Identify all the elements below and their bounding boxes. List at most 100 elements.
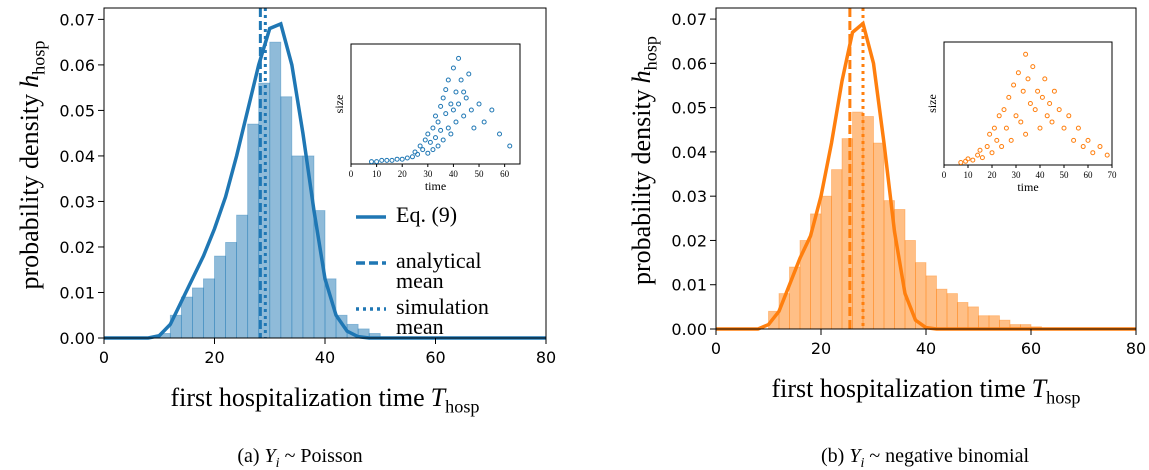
- scatter-point: [1071, 137, 1077, 143]
- scatter-point: [996, 113, 1002, 119]
- hist-bar: [957, 302, 969, 330]
- scatter-point: [1085, 137, 1091, 143]
- scatter-point: [453, 89, 459, 95]
- scatter-point: [453, 119, 459, 125]
- scatter-point: [1027, 101, 1033, 106]
- scatter-point: [1006, 94, 1012, 100]
- inset-x-tick-label: 20: [398, 169, 408, 179]
- hist-bar: [269, 41, 282, 339]
- scatter-point: [977, 147, 983, 153]
- axis-label: probability density hhosp: [15, 40, 49, 289]
- y-tick-label: 0.02: [671, 231, 707, 250]
- scatter-point: [425, 131, 431, 137]
- scatter-point: [1018, 119, 1024, 125]
- inset-x-tick-label: 70: [1108, 170, 1118, 180]
- label-subscript: hosp: [445, 397, 479, 417]
- scatter-point: [1023, 51, 1029, 57]
- scatter-point: [468, 107, 474, 113]
- axis-label: first hospitalization time Thosp: [170, 383, 479, 417]
- scatter-point: [422, 137, 428, 143]
- scatter-point: [1104, 152, 1110, 158]
- scatter-point: [463, 95, 469, 101]
- scatter-point: [958, 160, 964, 166]
- hist-bar: [180, 296, 193, 339]
- scatter-point: [389, 157, 395, 163]
- y-tick-label: 0.07: [59, 10, 95, 29]
- hist-bar: [214, 255, 226, 339]
- scatter-point: [476, 101, 482, 107]
- caption-symbol: Y: [849, 445, 862, 467]
- caption: (b) Yi ~ negative binomial: [821, 445, 1029, 470]
- label-symbol: h: [15, 75, 44, 88]
- caption-symbol: Y: [265, 445, 278, 467]
- scatter-point: [458, 77, 464, 83]
- hist-bar: [225, 242, 238, 339]
- scatter-point: [450, 65, 456, 71]
- label-text: probability density: [15, 94, 44, 290]
- scatter-point: [384, 157, 390, 163]
- inset-x-tick-label: 20: [988, 170, 998, 180]
- inset-x-tick-label: 10: [372, 169, 382, 179]
- x-tick-label: 0: [99, 348, 109, 367]
- label-text: first hospitalization time: [771, 374, 1025, 403]
- inset-x-tick-label: 30: [423, 169, 433, 179]
- y-tick-label: 0.00: [671, 320, 707, 339]
- scatter-point: [425, 150, 431, 156]
- scatter-point: [994, 137, 1000, 143]
- hist-bar: [862, 116, 874, 330]
- scatter-point: [417, 143, 423, 149]
- scatter-point: [1025, 76, 1031, 82]
- y-tick-label: 0.06: [59, 56, 95, 75]
- caption: (a) Yi ~ Poisson: [237, 445, 362, 470]
- x-tick-label: 40: [315, 348, 335, 367]
- hist-bar: [820, 195, 832, 330]
- scatter-point: [427, 139, 433, 145]
- y-tick-label: 0.03: [671, 187, 707, 206]
- y-tick-label: 0.05: [59, 101, 95, 120]
- scatter-point: [1001, 107, 1007, 113]
- scatter-point: [435, 143, 441, 149]
- scatter-point: [1032, 107, 1038, 113]
- scatter-point: [1035, 88, 1041, 94]
- y-tick-label: 0.01: [59, 283, 95, 302]
- inset-x-tick-label: 0: [942, 170, 947, 180]
- hist-bar: [203, 278, 215, 339]
- curve: [104, 21, 546, 340]
- scatter-point: [1013, 113, 1019, 119]
- label-text: first hospitalization time: [170, 383, 424, 412]
- scatter-point: [456, 55, 462, 61]
- inset-x-tick-label: 60: [500, 169, 510, 179]
- inset-x-tick-label: 30: [1012, 170, 1022, 180]
- scatter-point: [471, 125, 477, 131]
- caption-subscript: i: [276, 456, 280, 470]
- scatter-point: [368, 159, 374, 165]
- hist-bar: [236, 214, 249, 339]
- scatter-point: [420, 147, 426, 153]
- axis-label: first hospitalization time Thosp: [771, 374, 1080, 408]
- scatter-point: [1090, 150, 1096, 156]
- scatter-point: [430, 125, 436, 131]
- scatter-point: [987, 131, 993, 137]
- caption-prefix: (b): [821, 445, 844, 467]
- hist-bar: [873, 142, 885, 330]
- y-tick-label: 0.06: [671, 54, 707, 73]
- scatter-point: [1011, 82, 1017, 88]
- y-tick-label: 0.03: [59, 192, 95, 211]
- scatter-point: [409, 154, 415, 160]
- scatter-point: [497, 131, 503, 137]
- inset-x-label: time: [1017, 180, 1038, 194]
- scatter-point: [1061, 125, 1067, 131]
- hist-bar: [291, 155, 304, 339]
- legend-label: simulation mean: [396, 297, 489, 339]
- scatter-point: [991, 125, 997, 131]
- scatter-point: [965, 156, 971, 162]
- label-symbol: T: [1032, 374, 1048, 403]
- scatter-point: [1056, 107, 1062, 113]
- scatter-point: [1044, 113, 1050, 119]
- scatter-point: [433, 113, 438, 119]
- inset-x-tick-label: 0: [349, 169, 354, 179]
- inset-x-label: time: [425, 179, 446, 193]
- y-tick-label: 0.04: [59, 147, 95, 166]
- scatter-point: [507, 143, 513, 149]
- scatter-point: [461, 113, 467, 119]
